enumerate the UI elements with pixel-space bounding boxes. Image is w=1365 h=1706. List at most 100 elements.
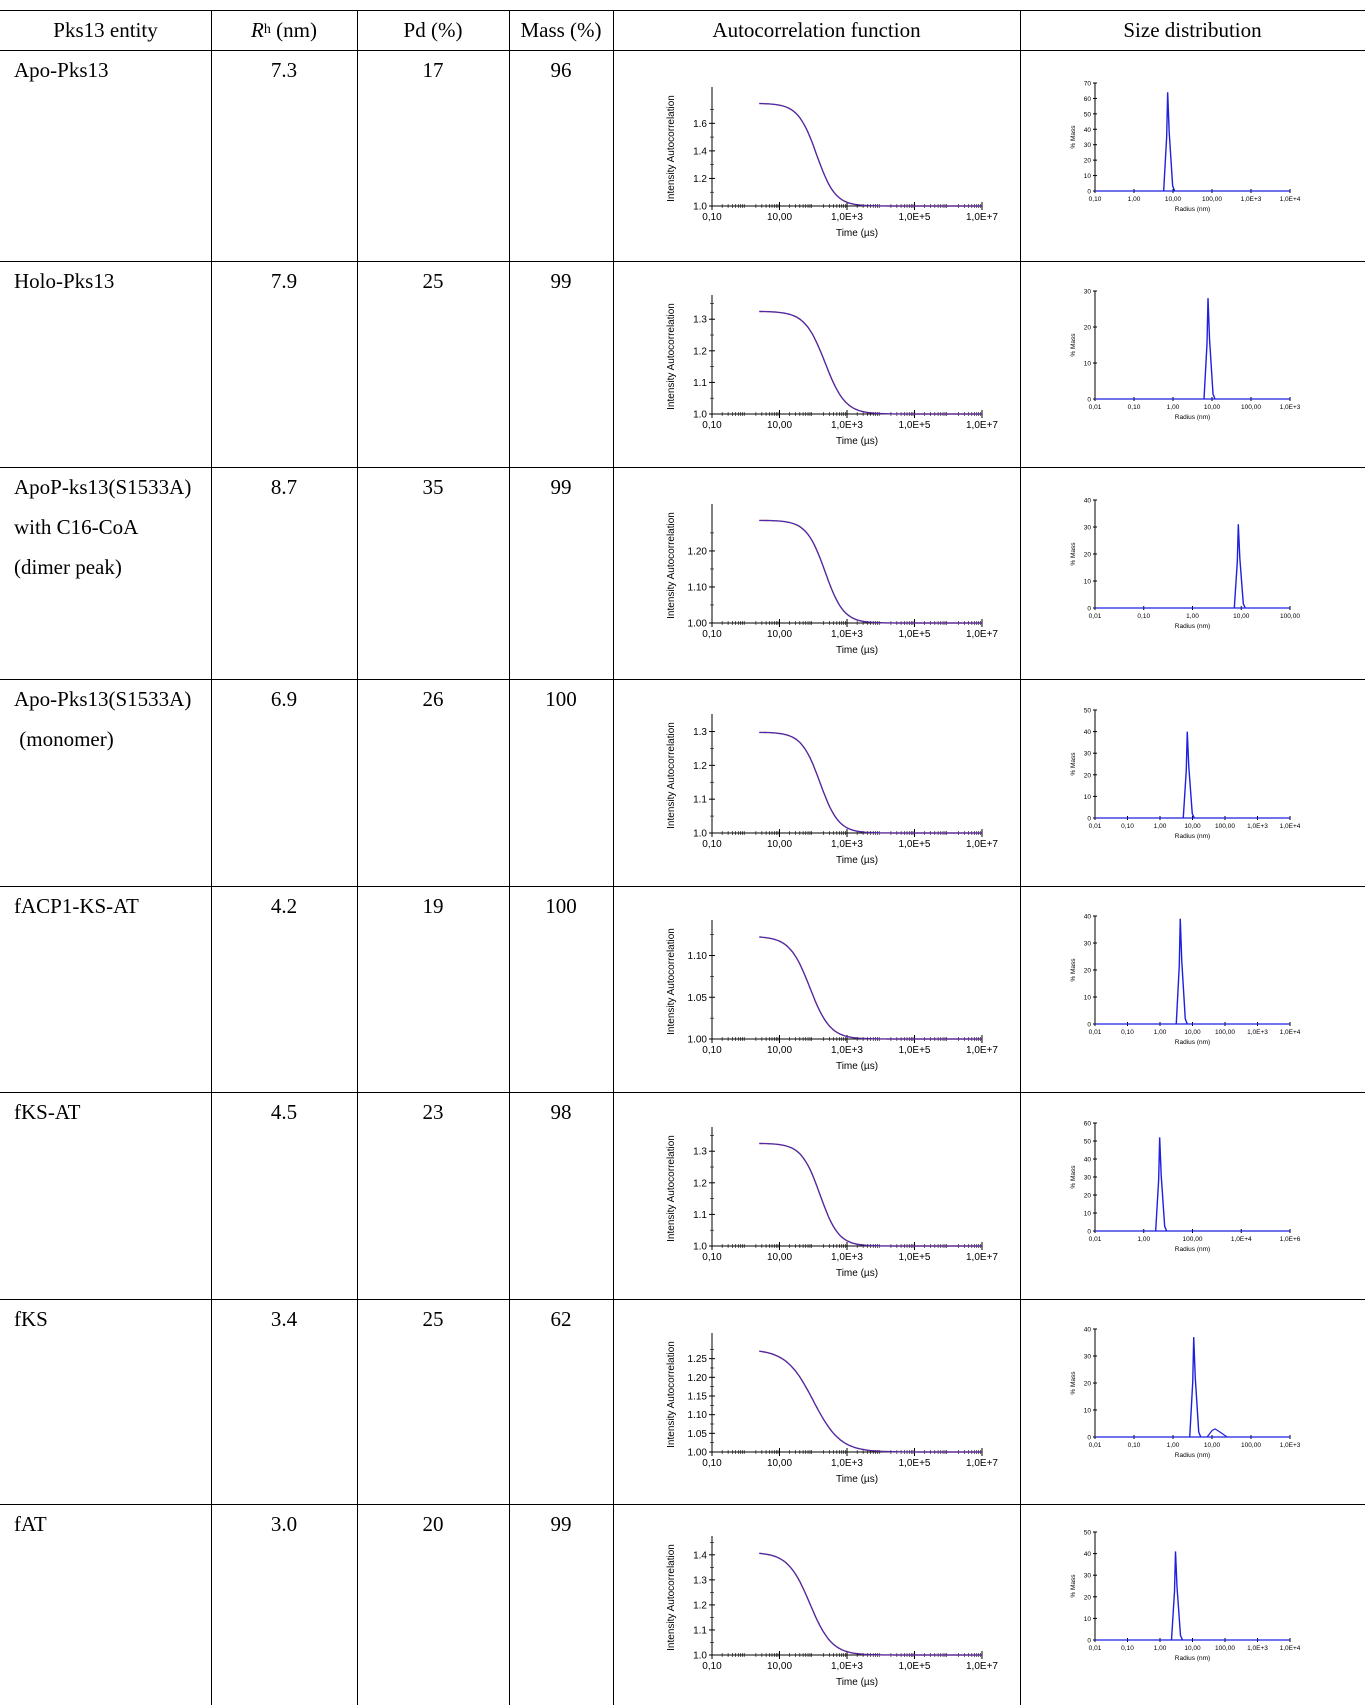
autocorrelation-chart: 0,10 10,00 1,0E+3 1,0E+5 1,0E+7 1.00 1.05 1.10 1… [666, 1333, 998, 1485]
table-rule [0, 1299, 1365, 1300]
y-axis-label: Intensity Autocorrelation [666, 1544, 677, 1651]
x-tick-label: 1,0E+3 [831, 1045, 863, 1056]
x-tick-label: 0,01 [1089, 1442, 1102, 1449]
x-tick-label: 0,10 [1121, 1645, 1134, 1652]
x-tick-label: 1,0E+3 [831, 212, 863, 223]
y-axis-label: Intensity Autocorrelation [666, 512, 677, 619]
y-tick-label: 1.0 [693, 410, 707, 421]
y-tick-label: 0 [1087, 1229, 1091, 1236]
y-tick-label: 0 [1087, 1638, 1091, 1645]
header-pd: Pd (%) [403, 17, 463, 42]
x-tick-label: 0,01 [1089, 1645, 1102, 1652]
data-curve [759, 1143, 982, 1247]
autocorrelation-chart: 0,10 10,00 1,0E+3 1,0E+5 1,0E+7 1.0 1.1 1.2 1.3 T… [666, 1127, 998, 1279]
y-axis-label: Intensity Autocorrelation [666, 1341, 677, 1448]
table-rule [0, 467, 1365, 468]
size-distribution-chart: 0,01 0,10 1,00 10,00 100,00 1,0E+3 1,0E+4 0 10 20… [1070, 1530, 1301, 1663]
x-tick-label: 10,00 [1184, 823, 1201, 830]
x-tick-label: 0,10 [702, 212, 722, 223]
x-tick-label: 1,00 [1167, 1442, 1180, 1449]
x-tick-label: 10,00 [1184, 1029, 1201, 1036]
x-tick-label: 0,01 [1089, 1029, 1102, 1036]
fit-curve [759, 1142, 982, 1247]
x-tick-label: 10,00 [767, 1045, 792, 1056]
x-tick-label: 10,00 [1184, 1645, 1201, 1652]
x-tick-label: 1,0E+7 [966, 1045, 998, 1056]
size-distribution-chart: 0,01 1,00 100,00 1,0E+4 1,0E+6 0 10 20 30 40 50 60 R… [1070, 1121, 1301, 1254]
x-tick-label: 1,0E+6 [1280, 1236, 1301, 1243]
data-curve [759, 311, 982, 415]
y-tick-label: 1.20 [688, 1373, 708, 1384]
autocorrelation-chart: 0,10 10,00 1,0E+3 1,0E+5 1,0E+7 1.0 1.1 1.2 1.3 T… [666, 295, 998, 447]
y-tick-label: 1.2 [693, 1600, 707, 1611]
y-tick-label: 10 [1084, 579, 1092, 586]
pd-value: 26 [422, 687, 444, 711]
y-axis-label: % Mass [1070, 125, 1077, 149]
y-tick-label: 1.25 [688, 1354, 708, 1365]
y-tick-label: 20 [1084, 772, 1092, 779]
y-tick-label: 0 [1087, 189, 1091, 196]
x-tick-label: 1,0E+3 [831, 629, 863, 640]
y-tick-label: 10 [1084, 1408, 1092, 1415]
y-tick-label: 0 [1087, 816, 1091, 823]
entity-name: Apo-Pks13(S1533A) [14, 687, 192, 711]
table-column-rule [357, 10, 358, 1705]
x-axis-label: Radius (nm) [1175, 414, 1210, 421]
size-distribution-chart: 0,01 0,10 1,00 10,00 100,00 1,0E+3 0 10 20 30 Radi… [1070, 289, 1301, 422]
x-axis-label: Time (µs) [836, 1474, 878, 1485]
y-axis-label: % Mass [1070, 333, 1077, 357]
entity-name: fAT [14, 1512, 47, 1536]
y-tick-label: 50 [1084, 1530, 1092, 1537]
y-tick-label: 40 [1084, 1157, 1092, 1164]
x-tick-label: 1,0E+7 [966, 1458, 998, 1469]
distribution-secondary-peak [1206, 1428, 1228, 1438]
distribution-peak [1189, 1337, 1202, 1438]
y-tick-label: 10 [1084, 173, 1092, 180]
x-tick-label: 10,00 [1204, 404, 1221, 411]
y-tick-label: 1.6 [693, 119, 707, 130]
mass-value: 99 [550, 475, 572, 499]
y-tick-label: 30 [1084, 941, 1092, 948]
autocorrelation-chart: 0,10 10,00 1,0E+3 1,0E+5 1,0E+7 1.0 1.1 1.2 1.3 1… [666, 1536, 998, 1688]
x-tick-label: 0,10 [702, 1252, 722, 1263]
x-tick-label: 1,0E+5 [899, 1661, 931, 1672]
x-tick-label: 100,00 [1241, 1442, 1261, 1449]
x-tick-label: 1,0E+5 [899, 420, 931, 431]
y-tick-label: 1.00 [688, 619, 708, 630]
y-axis-label: Intensity Autocorrelation [666, 95, 677, 202]
mass-value: 99 [550, 269, 572, 293]
y-axis-label: % Mass [1070, 958, 1077, 982]
x-tick-label: 1,0E+7 [966, 839, 998, 850]
x-tick-label: 10,00 [767, 1252, 792, 1263]
y-tick-label: 0 [1087, 397, 1091, 404]
y-tick-label: 40 [1084, 914, 1092, 921]
y-tick-label: 1.05 [688, 1429, 708, 1440]
pd-value: 25 [422, 1307, 444, 1331]
y-tick-label: 1.0 [693, 829, 707, 840]
x-tick-label: 0,10 [702, 1661, 722, 1672]
y-tick-label: 1.2 [693, 174, 707, 185]
x-tick-label: 1,0E+5 [899, 1045, 931, 1056]
fit-curve [759, 102, 982, 207]
pd-value: 17 [422, 58, 444, 82]
x-tick-label: 1,0E+3 [1280, 1442, 1301, 1449]
rh-value: 7.3 [270, 58, 298, 82]
data-curve [759, 936, 982, 1040]
x-tick-label: 10,00 [767, 1661, 792, 1672]
y-tick-label: 20 [1084, 1381, 1092, 1388]
x-tick-label: 0,01 [1089, 613, 1102, 620]
x-axis-label: Time (µs) [836, 645, 878, 656]
pd-value: 20 [422, 1512, 444, 1536]
autocorrelation-chart: 0,10 10,00 1,0E+3 1,0E+5 1,0E+7 1.0 1.1 1.2 1.3 T… [666, 714, 998, 866]
x-tick-label: 1,00 [1154, 823, 1167, 830]
size-distribution-chart: 0,10 1,00 10,00 100,00 1,0E+3 1,0E+4 0 10 20 30 40… [1070, 81, 1301, 214]
table-column-rule [613, 10, 614, 1705]
rh-value: 3.4 [270, 1307, 298, 1331]
distribution-peak [1170, 1551, 1184, 1641]
table-column-rule [509, 10, 510, 1705]
x-tick-label: 1,0E+7 [966, 1661, 998, 1672]
fit-curve [759, 1552, 982, 1656]
x-tick-label: 1,0E+3 [1280, 404, 1301, 411]
